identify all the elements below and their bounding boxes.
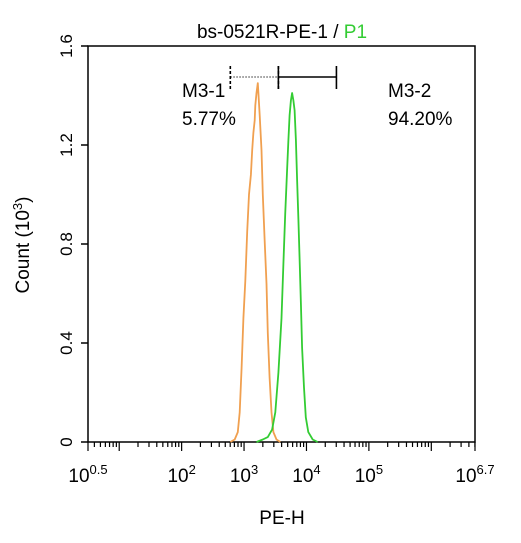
x-axis-label: PE-H bbox=[259, 508, 304, 529]
x-tick-label: 106.7 bbox=[455, 462, 494, 487]
x-tick-label: 100.5 bbox=[68, 462, 107, 487]
x-tick-label: 105 bbox=[355, 462, 383, 487]
y-tick-label: 1.6 bbox=[57, 34, 76, 58]
series-2-curve bbox=[256, 92, 319, 443]
x-tick-label: 102 bbox=[167, 462, 195, 487]
series-1-curve bbox=[229, 82, 281, 443]
y-tick-label: 0.8 bbox=[57, 232, 76, 256]
marker-2-label: M3-2 bbox=[388, 81, 431, 102]
y-tick-label: 0 bbox=[57, 437, 76, 446]
x-tick-label: 104 bbox=[292, 462, 320, 487]
marker-1-label: M3-1 bbox=[182, 81, 225, 102]
chart-title: bs-0521R-PE-1 / P1 bbox=[197, 22, 367, 43]
x-axis-ticks: 100.5 102 103 104 105 106.7 bbox=[68, 442, 495, 487]
marker-layer: M3-1 5.77% M3-2 94.20% bbox=[182, 66, 453, 130]
plot-frame bbox=[87, 45, 476, 443]
y-axis-label: Count (103) bbox=[10, 196, 34, 293]
title-separator: / bbox=[328, 22, 344, 43]
series-layer bbox=[229, 82, 319, 443]
y-axis-ticks: 0 0.4 0.8 1.2 1.6 bbox=[57, 34, 88, 447]
marker-2-value: 94.20% bbox=[388, 109, 453, 130]
x-tick-label: 103 bbox=[230, 462, 258, 487]
y-tick-label: 1.2 bbox=[57, 133, 76, 157]
marker-1-value: 5.77% bbox=[182, 109, 236, 130]
title-sample: bs-0521R-PE-1 bbox=[197, 22, 328, 43]
y-tick-label: 0.4 bbox=[57, 331, 76, 355]
title-gate: P1 bbox=[344, 22, 367, 43]
